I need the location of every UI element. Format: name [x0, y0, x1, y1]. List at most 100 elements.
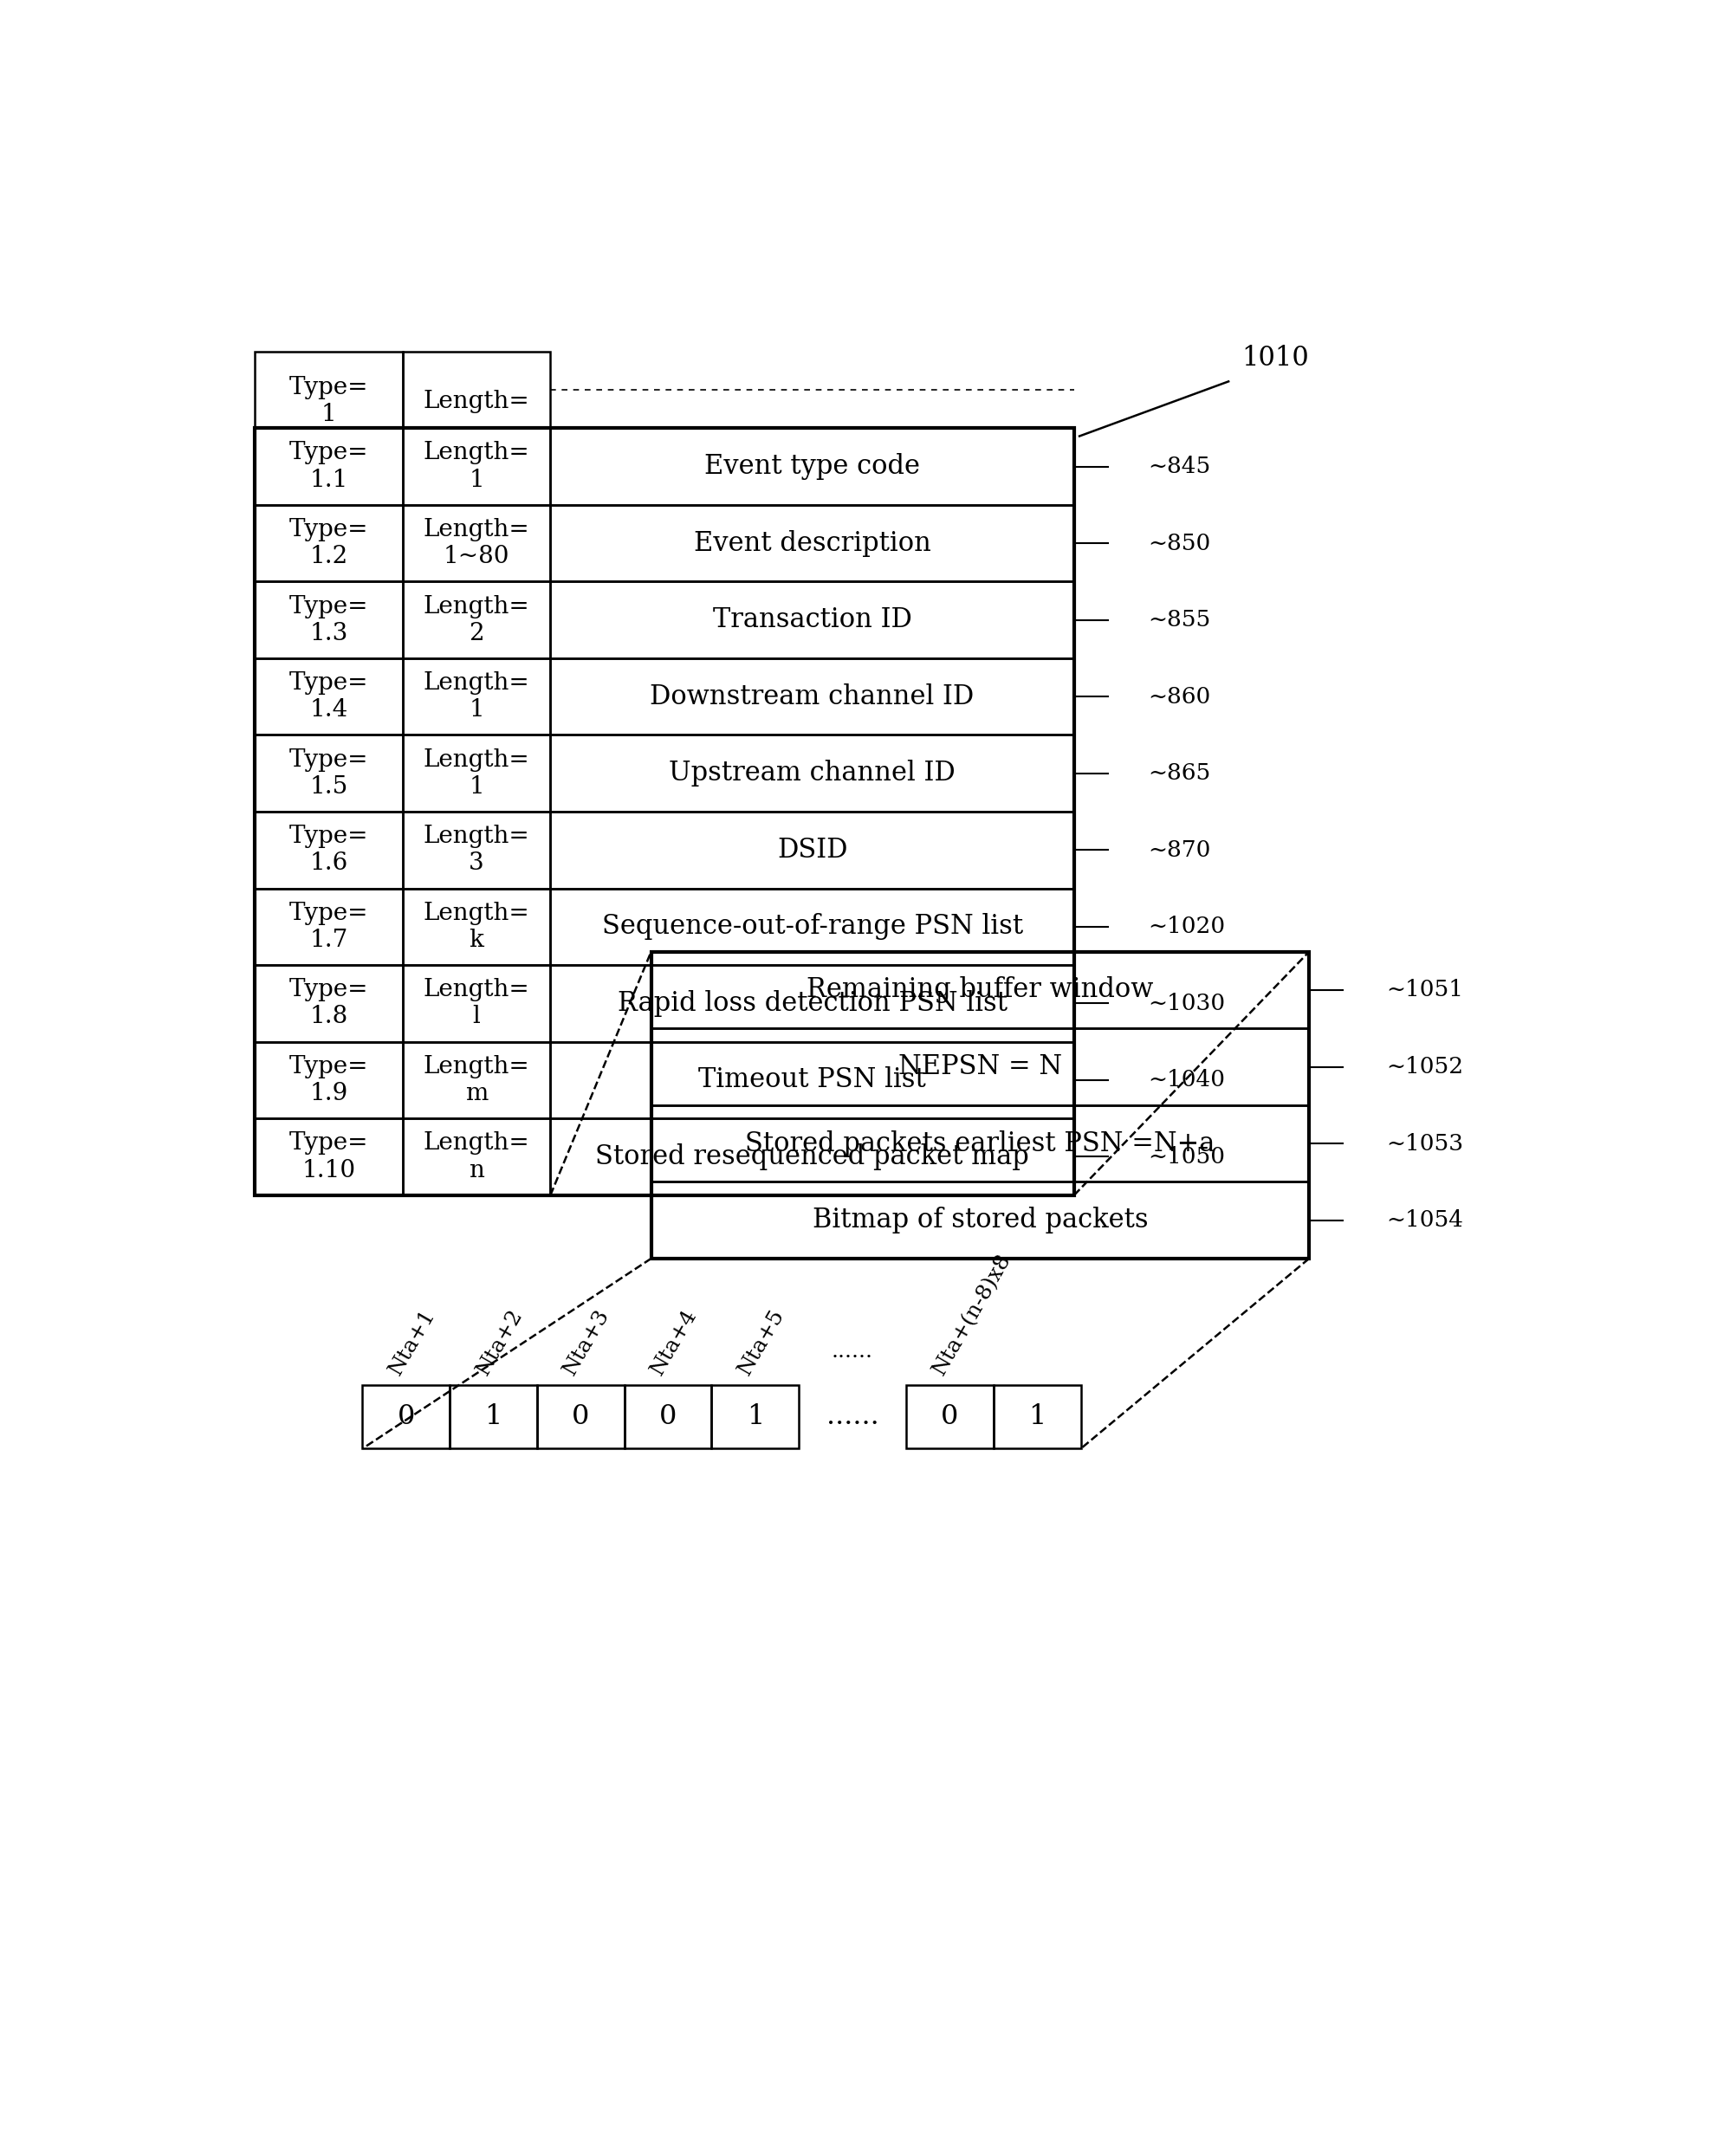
Text: ......: ......: [831, 1341, 872, 1363]
Text: Nta+3: Nta+3: [560, 1307, 613, 1378]
Bar: [402, 429, 549, 505]
Bar: [992, 1386, 1080, 1449]
Text: ......: ......: [826, 1404, 879, 1429]
Bar: [549, 505, 1073, 582]
Text: ~850: ~850: [1147, 533, 1210, 554]
Text: Nta+1: Nta+1: [385, 1307, 440, 1378]
Bar: [254, 658, 402, 735]
Bar: [254, 351, 402, 429]
Text: Upstream channel ID: Upstream channel ID: [668, 759, 955, 787]
Text: Type=
1.3: Type= 1.3: [288, 595, 369, 645]
Text: Stored packets earliest PSN =N+a: Stored packets earliest PSN =N+a: [745, 1130, 1214, 1158]
Bar: [402, 966, 549, 1041]
Bar: [623, 1386, 711, 1449]
Bar: [549, 735, 1073, 811]
Bar: [402, 582, 549, 658]
Bar: [549, 582, 1073, 658]
Text: ~1050: ~1050: [1147, 1147, 1224, 1169]
Bar: [254, 429, 402, 505]
Text: Length=
2: Length= 2: [422, 595, 529, 645]
Bar: [402, 735, 549, 811]
Bar: [402, 1041, 549, 1119]
Text: Type=
1.6: Type= 1.6: [288, 826, 369, 875]
Bar: [711, 1386, 798, 1449]
Bar: [651, 951, 1308, 1259]
Text: Rapid loss detection PSN list: Rapid loss detection PSN list: [616, 990, 1006, 1018]
Text: Bitmap of stored packets: Bitmap of stored packets: [812, 1207, 1147, 1233]
Text: ~855: ~855: [1147, 608, 1210, 632]
Text: ~860: ~860: [1147, 686, 1210, 707]
Text: Event type code: Event type code: [704, 453, 920, 481]
Text: Type=
1.1: Type= 1.1: [288, 442, 369, 492]
Text: Length=
1: Length= 1: [422, 442, 529, 492]
Bar: [402, 658, 549, 735]
Bar: [254, 888, 402, 966]
Text: Length=
1: Length= 1: [422, 748, 529, 798]
Text: Timeout PSN list: Timeout PSN list: [699, 1067, 925, 1093]
Text: Length=
1~80: Length= 1~80: [422, 517, 529, 569]
Text: 1: 1: [484, 1404, 501, 1429]
Text: Sequence-out-of-range PSN list: Sequence-out-of-range PSN list: [601, 914, 1022, 940]
Bar: [254, 966, 402, 1041]
Bar: [402, 1119, 549, 1194]
Bar: [254, 429, 1073, 1194]
Text: Length=
l: Length= l: [422, 979, 529, 1028]
Text: DSID: DSID: [776, 837, 846, 862]
Text: Type=
1.4: Type= 1.4: [288, 671, 369, 722]
Bar: [402, 888, 549, 966]
Text: Nta+5: Nta+5: [735, 1307, 788, 1378]
Text: Nta+2: Nta+2: [472, 1307, 525, 1378]
Bar: [362, 1386, 450, 1449]
Bar: [450, 1386, 537, 1449]
Text: Type=
1: Type= 1: [288, 375, 369, 427]
Text: Type=
1.10: Type= 1.10: [288, 1132, 369, 1181]
Text: 1: 1: [1028, 1404, 1046, 1429]
Text: 0: 0: [397, 1404, 416, 1429]
Bar: [651, 1106, 1308, 1181]
Bar: [549, 1119, 1073, 1194]
Text: 1: 1: [747, 1404, 764, 1429]
Bar: [549, 966, 1073, 1041]
Text: ~1053: ~1053: [1386, 1132, 1463, 1153]
Text: Length=: Length=: [422, 390, 529, 414]
Bar: [537, 1386, 623, 1449]
Text: ~865: ~865: [1147, 763, 1210, 785]
Bar: [549, 658, 1073, 735]
Bar: [549, 888, 1073, 966]
Text: ~1051: ~1051: [1386, 979, 1463, 1000]
Text: Length=
m: Length= m: [422, 1054, 529, 1106]
Bar: [402, 505, 549, 582]
Text: 0: 0: [659, 1404, 676, 1429]
Bar: [549, 811, 1073, 888]
Text: Length=
3: Length= 3: [422, 826, 529, 875]
Text: Nta+(n-8)x8: Nta+(n-8)x8: [929, 1250, 1015, 1378]
Text: Type=
1.5: Type= 1.5: [288, 748, 369, 798]
Text: Remaining buffer window: Remaining buffer window: [807, 977, 1152, 1003]
Text: ~1040: ~1040: [1147, 1069, 1224, 1091]
Bar: [907, 1386, 992, 1449]
Text: 0: 0: [941, 1404, 958, 1429]
Text: 1010: 1010: [1241, 345, 1308, 371]
Bar: [254, 811, 402, 888]
Text: ~1054: ~1054: [1386, 1210, 1463, 1231]
Text: Type=
1.7: Type= 1.7: [288, 901, 369, 953]
Text: Type=
1.9: Type= 1.9: [288, 1054, 369, 1106]
Text: Event description: Event description: [694, 530, 931, 556]
Bar: [651, 951, 1308, 1028]
Bar: [549, 1041, 1073, 1119]
Bar: [402, 351, 549, 429]
Bar: [254, 582, 402, 658]
Bar: [402, 811, 549, 888]
Bar: [254, 735, 402, 811]
Bar: [549, 429, 1073, 505]
Bar: [254, 505, 402, 582]
Bar: [651, 1181, 1308, 1259]
Text: Type=
1.8: Type= 1.8: [288, 979, 369, 1028]
Text: ~1020: ~1020: [1147, 916, 1224, 938]
Text: Length=
n: Length= n: [422, 1132, 529, 1181]
Bar: [651, 1028, 1308, 1106]
Text: Length=
1: Length= 1: [422, 671, 529, 722]
Text: ~1052: ~1052: [1386, 1056, 1463, 1078]
Bar: [254, 1041, 402, 1119]
Text: NEPSN = N: NEPSN = N: [898, 1054, 1061, 1080]
